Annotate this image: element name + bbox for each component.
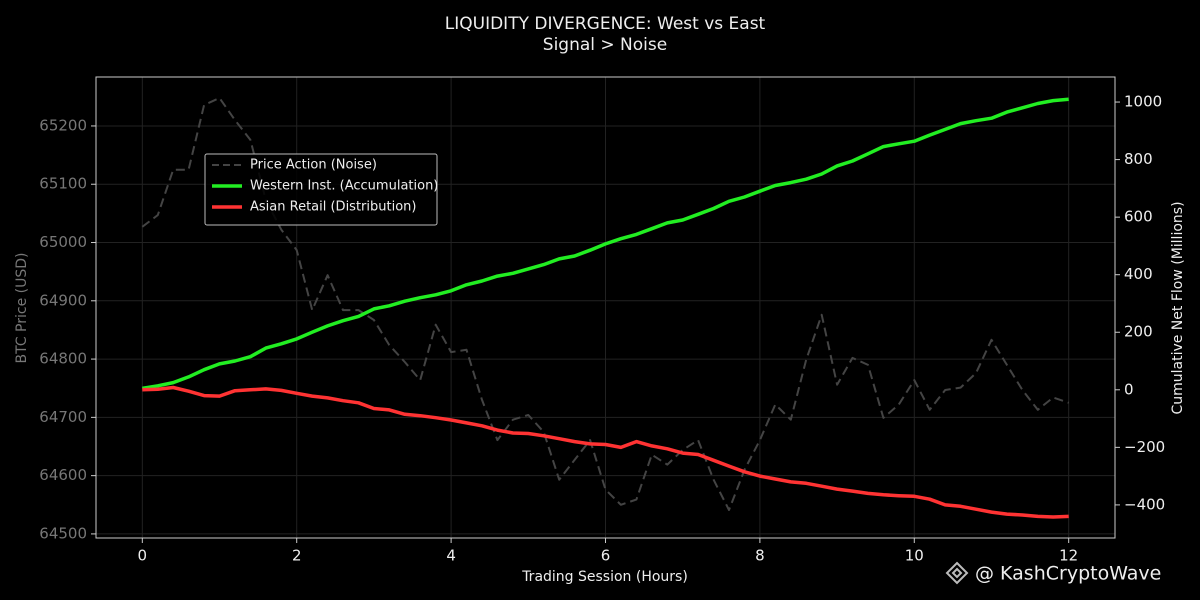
series-line bbox=[142, 97, 1069, 391]
y2-tick-label: 200 bbox=[1124, 323, 1153, 341]
y2-tick-label: 1000 bbox=[1124, 93, 1162, 111]
x-tick-label: 12 bbox=[1059, 547, 1078, 565]
legend: Price Action (Noise) Western Inst. (Accum… bbox=[204, 153, 438, 226]
legend-box bbox=[204, 153, 438, 226]
y2-tick-label: 0 bbox=[1124, 380, 1134, 398]
y2-tick-label: 400 bbox=[1124, 265, 1153, 283]
x-tick-label: 8 bbox=[755, 547, 765, 565]
y2-tick-label: −400 bbox=[1124, 495, 1165, 513]
y-tick-label: 65200 bbox=[39, 116, 87, 134]
y-tick-label: 64800 bbox=[39, 350, 87, 368]
plot-frame bbox=[95, 76, 1116, 539]
x-tick-label: 0 bbox=[138, 547, 148, 565]
y-axis-label: BTC Price (USD) bbox=[14, 252, 30, 363]
y-tick-label: 64700 bbox=[39, 408, 87, 426]
x-axis-label: Trading Session (Hours) bbox=[521, 569, 688, 585]
legend-label: Price Action (Noise) bbox=[250, 158, 377, 173]
y-tick-label: 64900 bbox=[39, 291, 87, 309]
y-tick-label: 64600 bbox=[39, 466, 87, 484]
chart-title: LIQUIDITY DIVERGENCE: West vs East bbox=[445, 14, 766, 34]
y2-tick-label: −200 bbox=[1124, 438, 1165, 456]
legend-label: Western Inst. (Accumulation) bbox=[250, 179, 438, 194]
series-line bbox=[142, 385, 1069, 519]
y2-axis-label: Cumulative Net Flow (Millions) bbox=[1170, 201, 1186, 414]
x-tick-label: 10 bbox=[905, 547, 924, 565]
x-tick-label: 4 bbox=[446, 547, 456, 565]
y2-tick-label: 600 bbox=[1124, 208, 1153, 226]
x-tick-label: 6 bbox=[601, 547, 611, 565]
series-line bbox=[141, 97, 1070, 511]
y-tick-label: 64500 bbox=[39, 524, 87, 542]
x-tick-label: 2 bbox=[292, 547, 302, 565]
watermark-icon bbox=[945, 561, 969, 585]
y-tick-label: 65100 bbox=[39, 175, 87, 193]
y2-tick-label: 800 bbox=[1124, 150, 1153, 168]
watermark: @ KashCryptoWave bbox=[975, 563, 1161, 585]
chart-subtitle: Signal > Noise bbox=[543, 35, 667, 55]
y-tick-label: 65000 bbox=[39, 233, 87, 251]
legend-label: Asian Retail (Distribution) bbox=[250, 200, 416, 215]
